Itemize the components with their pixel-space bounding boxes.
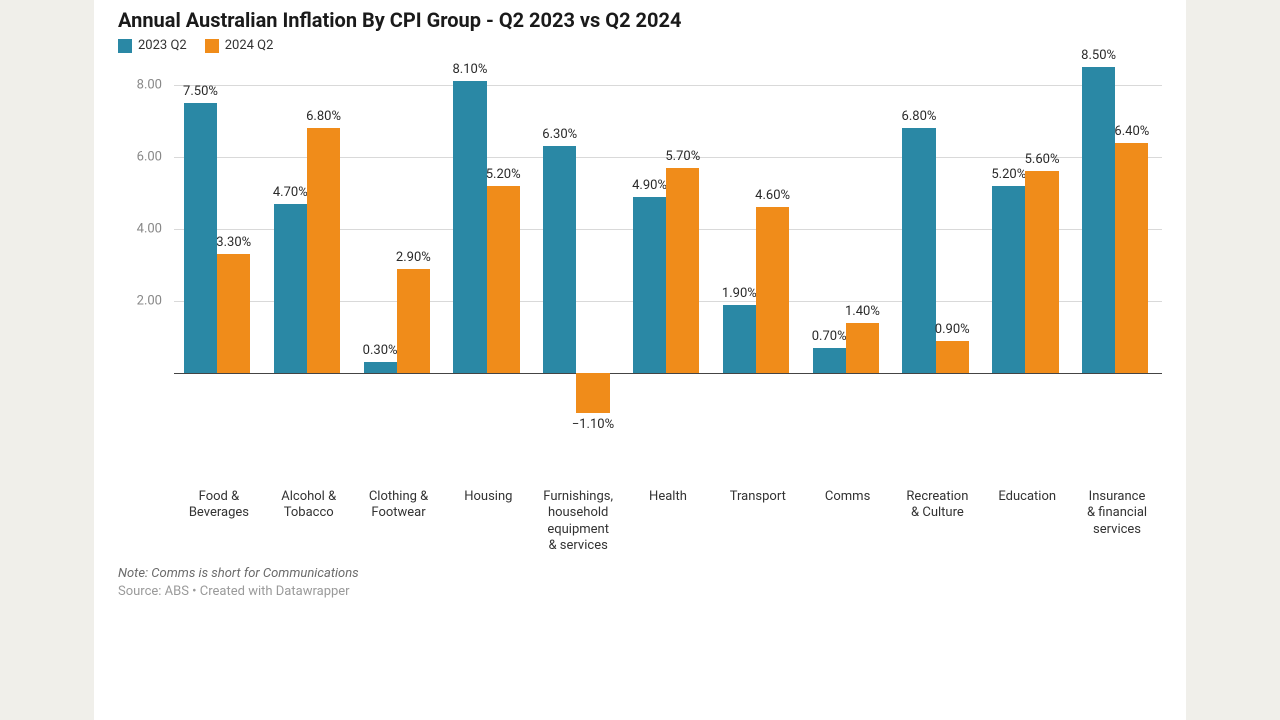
bar: 6.40% — [1115, 143, 1148, 373]
bar-value-label: 6.80% — [902, 109, 937, 124]
legend: 2023 Q2 2024 Q2 — [118, 38, 1186, 53]
x-axis-label: Food &Beverages — [174, 489, 264, 554]
legend-item: 2024 Q2 — [205, 38, 274, 53]
bar: 1.90% — [723, 305, 756, 373]
bar: 4.60% — [756, 207, 789, 373]
bar-value-label: 1.90% — [722, 286, 757, 301]
x-axis-label: Comms — [803, 489, 893, 554]
bar: 5.20% — [992, 186, 1025, 373]
plot: 2.004.006.008.007.50%3.30%4.70%6.80%0.30… — [174, 67, 1162, 427]
y-tick-label: 6.00 — [137, 150, 174, 165]
x-axis-label: Transport — [713, 489, 803, 554]
bar-group: 4.90%5.70% — [623, 67, 713, 427]
bar-value-label: 8.10% — [452, 62, 487, 77]
bar-group: 8.10%5.20% — [443, 67, 533, 427]
y-tick-label: 2.00 — [137, 294, 174, 309]
bar: 6.30% — [543, 146, 576, 373]
bar: 6.80% — [902, 128, 935, 373]
bar-value-label: 0.90% — [935, 322, 970, 337]
bar: 4.90% — [633, 197, 666, 373]
legend-label: 2023 Q2 — [138, 38, 187, 53]
chart-title: Annual Australian Inflation By CPI Group… — [118, 8, 1186, 32]
x-axis-label: Health — [623, 489, 713, 554]
bar: 6.80% — [307, 128, 340, 373]
bar: 8.50% — [1082, 67, 1115, 373]
bar: 0.30% — [364, 362, 397, 373]
source-line: Source: ABS • Created with Datawrapper — [118, 584, 1186, 599]
bar: 8.10% — [453, 81, 486, 373]
bar: 7.50% — [184, 103, 217, 373]
bar: 0.90% — [936, 341, 969, 373]
footnote: Note: Comms is short for Communications — [118, 566, 1186, 581]
bar-value-label: 6.30% — [542, 127, 577, 142]
bar: 3.30% — [217, 254, 250, 373]
x-axis-label: Clothing &Footwear — [354, 489, 444, 554]
bar-group: 0.30%2.90% — [354, 67, 444, 427]
bar-group: 6.30%−1.10% — [533, 67, 623, 427]
bar: 4.70% — [274, 204, 307, 373]
x-axis-labels: Food &BeveragesAlcohol &TobaccoClothing … — [174, 489, 1162, 554]
x-axis-label: Alcohol &Tobacco — [264, 489, 354, 554]
bar-value-label: 5.20% — [991, 167, 1026, 182]
x-axis-label: Insurance& financialservices — [1072, 489, 1162, 554]
bar-group: 5.20%5.60% — [982, 67, 1072, 427]
bar-value-label: 0.70% — [812, 329, 847, 344]
bar: 5.70% — [666, 168, 699, 373]
bar-groups: 7.50%3.30%4.70%6.80%0.30%2.90%8.10%5.20%… — [174, 67, 1162, 427]
legend-swatch — [118, 39, 132, 53]
y-tick-label: 8.00 — [137, 78, 174, 93]
bar-group: 1.90%4.60% — [713, 67, 803, 427]
bar-value-label: 5.20% — [486, 167, 521, 182]
x-axis-label: Furnishings,householdequipment& services — [533, 489, 623, 554]
bar-group: 8.50%6.40% — [1072, 67, 1162, 427]
bar-value-label: 4.90% — [632, 178, 667, 193]
bar-group: 7.50%3.30% — [174, 67, 264, 427]
bar-group: 6.80%0.90% — [893, 67, 983, 427]
bar: 5.20% — [487, 186, 520, 373]
bar: −1.10% — [576, 373, 609, 413]
bar: 1.40% — [846, 323, 879, 373]
bar-group: 0.70%1.40% — [803, 67, 893, 427]
chart-area: 2.004.006.008.007.50%3.30%4.70%6.80%0.30… — [174, 67, 1162, 427]
bar: 5.60% — [1025, 171, 1058, 373]
y-tick-label: 4.00 — [137, 222, 174, 237]
bar: 2.90% — [397, 269, 430, 373]
bar-value-label: 2.90% — [396, 250, 431, 265]
x-axis-label: Housing — [443, 489, 533, 554]
bar: 0.70% — [813, 348, 846, 373]
bar-value-label: 7.50% — [183, 84, 218, 99]
legend-item: 2023 Q2 — [118, 38, 187, 53]
legend-label: 2024 Q2 — [225, 38, 274, 53]
bar-value-label: 1.40% — [845, 304, 880, 319]
chart-footer: Note: Comms is short for Communications … — [118, 566, 1186, 599]
bar-value-label: 0.30% — [363, 343, 398, 358]
bar-value-label: 4.60% — [755, 188, 790, 203]
legend-swatch — [205, 39, 219, 53]
bar-value-label: 5.60% — [1025, 152, 1060, 167]
x-axis-label: Recreation& Culture — [893, 489, 983, 554]
bar-value-label: 3.30% — [216, 235, 251, 250]
bar-value-label: 6.80% — [306, 109, 341, 124]
bar-group: 4.70%6.80% — [264, 67, 354, 427]
bar-value-label: 4.70% — [273, 185, 308, 200]
chart-card: Annual Australian Inflation By CPI Group… — [94, 0, 1186, 720]
x-axis-label: Education — [982, 489, 1072, 554]
bar-value-label: 8.50% — [1081, 48, 1116, 63]
bar-value-label: 5.70% — [665, 149, 700, 164]
bar-value-label: 6.40% — [1114, 124, 1149, 139]
bar-value-label: −1.10% — [572, 417, 614, 432]
